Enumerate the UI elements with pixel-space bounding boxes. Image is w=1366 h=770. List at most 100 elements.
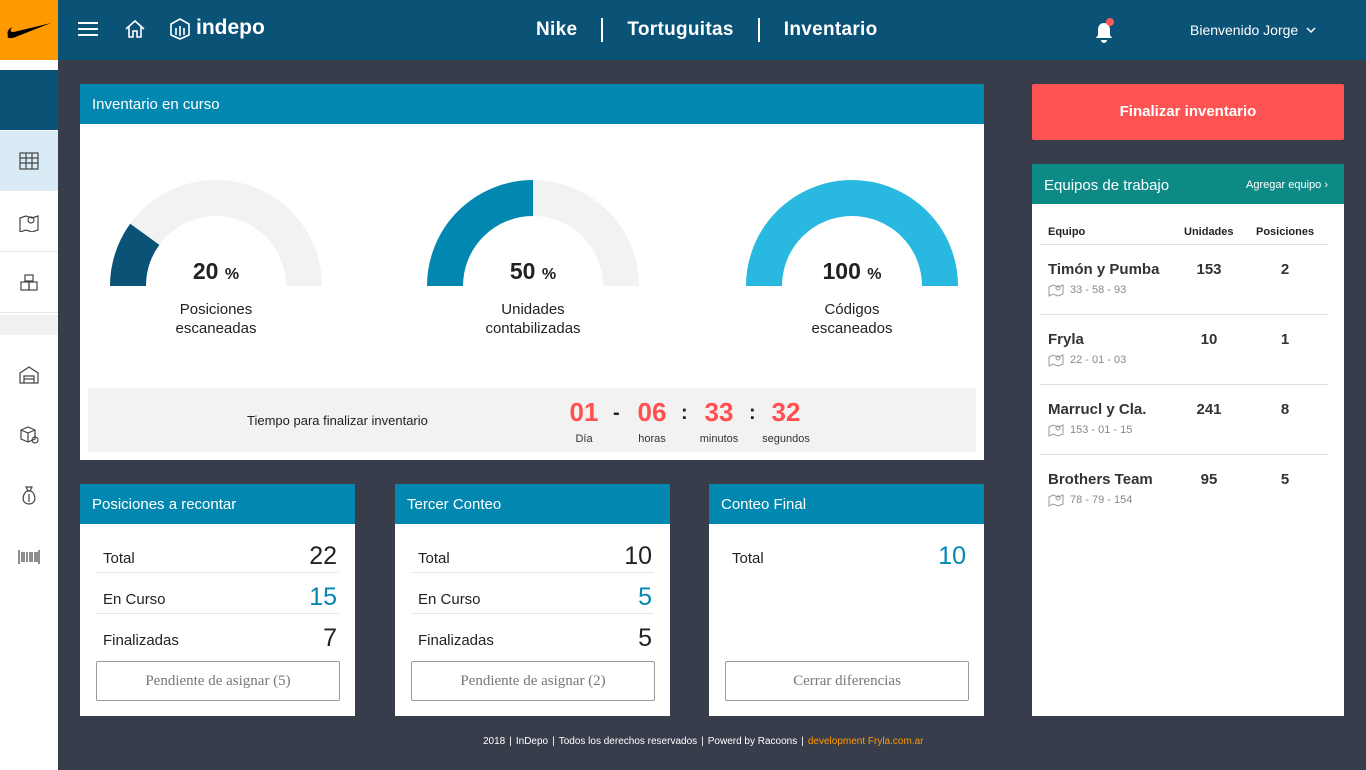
stat-row-in-progress: En Curso 5 [411,573,654,614]
stat-row-total: Total 10 [411,532,654,573]
stat-row-total: Total 10 [725,532,968,573]
stat-label: Finalizadas [103,632,179,649]
header-divider [1040,244,1328,245]
work-teams-panel: Equipos de trabajo Agregar equipo › Equi… [1032,164,1344,716]
notification-dot [1106,18,1114,26]
nike-logo[interactable] [0,0,58,60]
add-team-link[interactable]: Agregar equipo › [1246,179,1328,191]
third-count-card: Tercer Conteo Total 10 En Curso 5 Finali… [395,484,670,716]
team-units: 153 [1196,261,1222,278]
footer-dev-link[interactable]: development Fryla.com.ar [807,736,924,747]
gauge-units-value: 50 % [509,258,557,284]
stat-label: Total [732,550,764,567]
notifications-bell-icon[interactable] [1094,18,1114,47]
team-positions: 2 [1280,261,1290,278]
footer-rights: Todos los derechos reservados [558,736,698,747]
footer: 2018 | InDepo | Todos los derechos reservado… [483,736,924,747]
user-menu[interactable]: Bienvenido Jorge [1190,22,1316,38]
sidebar-item-boxes[interactable] [0,253,58,313]
breadcrumb-client[interactable]: Nike [536,19,578,40]
final-count-card: Conteo Final Total 10 Cerrar diferencias [709,484,984,716]
team-row[interactable]: Brothers Team 78 - 79 - 154 95 5 [1040,455,1328,525]
breadcrumb-warehouse[interactable]: Tortuguitas [627,19,734,40]
breadcrumb: Nike Tortuguitas Inventario [536,18,878,42]
sidebar-item-map-grid[interactable] [0,131,58,191]
team-row[interactable]: Marrucl y Cla. 153 - 01 - 15 241 8 [1040,385,1328,455]
gauge-codes: 100 % Códigos escaneados [746,180,958,338]
pending-assign-button[interactable]: Pendiente de asignar (5) [96,661,340,701]
boxes-icon [20,273,38,291]
map-pin-icon [1048,424,1064,437]
brand-name: indepo [196,16,265,39]
stat-value: 15 [309,583,337,611]
gauge-arc [427,180,534,287]
home-icon[interactable] [124,19,146,43]
team-name: Marrucl y Cla. [1048,401,1147,418]
team-location: 153 - 01 - 15 [1048,423,1132,437]
timer-days-label: Día [575,433,593,445]
sidebar-item-money[interactable] [0,476,58,516]
user-greeting: Bienvenido Jorge [1190,22,1299,38]
timer-separator: : [681,402,688,424]
timer-label: Tiempo para finalizar inventario [247,413,428,428]
top-bar: indepo Nike Tortuguitas Inventario Bienv… [58,0,1366,60]
gauge-arc [746,180,958,287]
stat-row-in-progress: En Curso 15 [96,573,339,614]
stat-label: Total [103,550,135,567]
indepo-logo[interactable]: indepo [168,16,265,40]
stat-label: Finalizadas [418,632,494,649]
gauge-arc [110,223,160,287]
gauge-positions-value: 20 % [192,258,240,284]
sidebar-item-warehouse[interactable] [0,355,58,395]
timer-seconds: 32 [771,397,801,427]
stat-value: 22 [309,542,337,570]
team-name: Timón y Pumba [1048,261,1160,278]
sidebar-item-barcode[interactable] [0,537,58,577]
timer-hours: 06 [637,397,667,427]
stat-value: 5 [638,583,652,611]
stat-value: 7 [323,624,337,652]
final-count-title: Conteo Final [709,484,984,524]
sidebar-separator [0,315,58,335]
gauge-positions-chart [110,180,322,287]
sidebar-item-package-settings[interactable] [0,415,58,455]
team-location: 33 - 58 - 93 [1048,283,1126,297]
map-pin-icon [1048,284,1064,297]
recount-positions-card: Posiciones a recontar Total 22 En Curso … [80,484,355,716]
work-teams-header: Equipos de trabajo Agregar equipo › [1032,164,1344,204]
money-bag-icon [22,486,36,505]
breadcrumb-section[interactable]: Inventario [783,19,878,40]
team-units: 241 [1196,401,1222,418]
team-positions: 8 [1280,401,1290,418]
team-units: 10 [1200,331,1218,348]
team-location: 22 - 01 - 03 [1048,353,1126,367]
sidebar [0,0,58,770]
stat-value: 10 [624,542,652,570]
stat-label: En Curso [418,591,481,608]
sidebar-header-block [0,70,58,130]
countdown-timer: Tiempo para finalizar inventario 01 - 06… [88,388,976,452]
team-name: Fryla [1048,331,1084,348]
team-row[interactable]: Timón y Pumba 33 - 58 - 93 153 2 [1040,245,1328,315]
stat-label: Total [418,550,450,567]
pending-assign-button[interactable]: Pendiente de asignar (2) [411,661,655,701]
team-location: 78 - 79 - 154 [1048,493,1132,507]
gauge-units-chart [427,180,639,287]
stat-label: En Curso [103,591,166,608]
timer-seconds-label: segundos [762,433,810,445]
timer-days: 01 [569,397,599,427]
hamburger-menu-icon[interactable] [78,22,98,38]
sidebar-item-map-pin[interactable] [0,192,58,252]
gauge-positions: 20 % Posiciones escaneadas [110,180,322,338]
close-differences-button[interactable]: Cerrar diferencias [725,661,969,701]
warehouse-icon [19,366,39,384]
gauge-codes-value: 100 % [822,258,882,284]
timer-separator: : [749,402,756,424]
team-row[interactable]: Fryla 22 - 01 - 03 10 1 [1040,315,1328,385]
barcode-icon [18,550,40,564]
third-count-title: Tercer Conteo [395,484,670,524]
map-grid-icon [19,151,39,170]
footer-company: InDepo [515,736,549,747]
finish-inventory-button[interactable]: Finalizar inventario [1032,84,1344,140]
package-settings-icon [20,426,39,444]
